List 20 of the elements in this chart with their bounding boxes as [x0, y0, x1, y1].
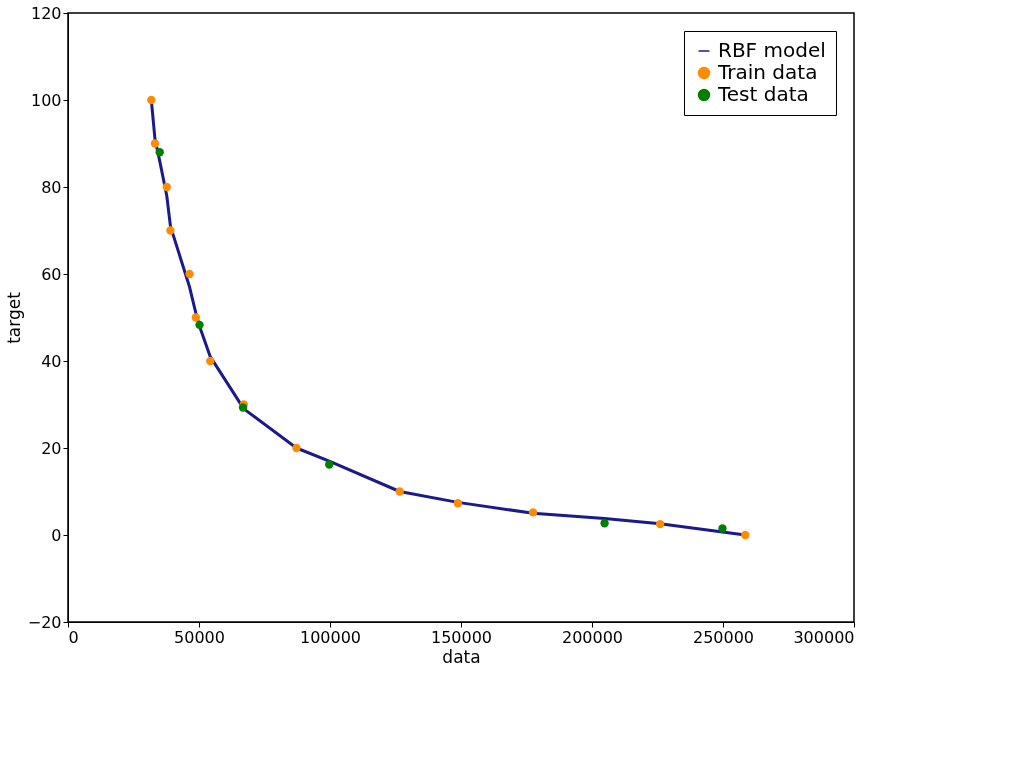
legend-label: Test data [717, 82, 809, 106]
y-tick-label: 0 [51, 525, 62, 545]
y-tick-label: 60 [41, 264, 62, 284]
y-tick-label: 20 [41, 438, 62, 458]
y-axis-title: target [3, 291, 24, 344]
y-tick-label: 100 [30, 90, 62, 110]
legend-label: Train data [717, 60, 818, 84]
legend-label: RBF model [718, 38, 826, 62]
y-tick-label: 120 [30, 3, 62, 23]
x-tick-label: 200000 [561, 627, 624, 647]
x-tick-label: 250000 [692, 627, 755, 647]
x-axis-title: data [442, 646, 481, 667]
x-tick-label: 300000 [793, 627, 855, 647]
x-tick-label: 100000 [299, 627, 362, 647]
x-tick-label: 0 [68, 627, 79, 647]
x-tick-label: 150000 [430, 627, 493, 647]
x-tick-label: 50000 [174, 627, 225, 647]
y-tick-label: −20 [27, 612, 62, 632]
y-tick-label: 40 [41, 351, 62, 371]
y-tick-label: 80 [41, 177, 62, 197]
